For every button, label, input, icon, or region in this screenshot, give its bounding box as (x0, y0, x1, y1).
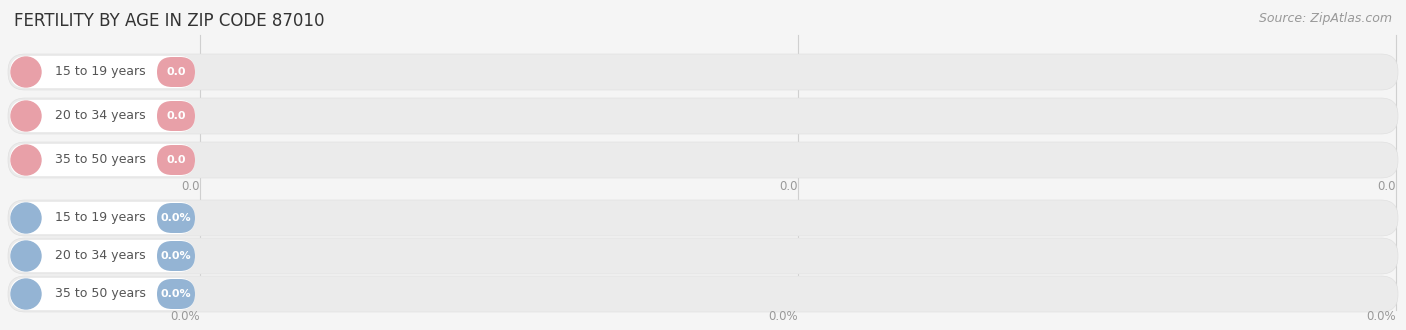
FancyBboxPatch shape (157, 101, 195, 131)
Text: Source: ZipAtlas.com: Source: ZipAtlas.com (1258, 12, 1392, 25)
Text: 0.0: 0.0 (181, 181, 200, 193)
Text: 0.0%: 0.0% (160, 251, 191, 261)
Text: 0.0: 0.0 (166, 67, 186, 77)
Text: FERTILITY BY AGE IN ZIP CODE 87010: FERTILITY BY AGE IN ZIP CODE 87010 (14, 12, 325, 30)
FancyBboxPatch shape (8, 98, 1398, 134)
FancyBboxPatch shape (8, 142, 1398, 178)
Circle shape (11, 57, 41, 87)
FancyBboxPatch shape (157, 145, 195, 175)
FancyBboxPatch shape (10, 278, 195, 310)
FancyBboxPatch shape (8, 54, 1398, 90)
FancyBboxPatch shape (8, 200, 1398, 236)
Circle shape (11, 101, 41, 131)
Text: 0.0: 0.0 (166, 155, 186, 165)
FancyBboxPatch shape (10, 202, 195, 234)
Circle shape (11, 203, 41, 233)
FancyBboxPatch shape (157, 241, 195, 271)
FancyBboxPatch shape (10, 56, 195, 88)
Circle shape (11, 241, 41, 271)
Text: 20 to 34 years: 20 to 34 years (55, 110, 146, 122)
Text: 0.0: 0.0 (779, 181, 799, 193)
Text: 35 to 50 years: 35 to 50 years (55, 153, 146, 167)
FancyBboxPatch shape (10, 100, 195, 132)
Text: 0.0%: 0.0% (1367, 311, 1396, 323)
Text: 15 to 19 years: 15 to 19 years (55, 65, 146, 79)
Text: 15 to 19 years: 15 to 19 years (55, 212, 146, 224)
Text: 0.0%: 0.0% (170, 311, 200, 323)
Circle shape (11, 145, 41, 175)
FancyBboxPatch shape (157, 203, 195, 233)
FancyBboxPatch shape (10, 240, 195, 272)
FancyBboxPatch shape (10, 144, 195, 176)
FancyBboxPatch shape (157, 57, 195, 87)
FancyBboxPatch shape (157, 279, 195, 309)
FancyBboxPatch shape (8, 276, 1398, 312)
Circle shape (11, 279, 41, 309)
Text: 0.0%: 0.0% (160, 213, 191, 223)
Text: 0.0%: 0.0% (768, 311, 799, 323)
FancyBboxPatch shape (8, 238, 1398, 274)
Text: 0.0: 0.0 (166, 111, 186, 121)
Text: 35 to 50 years: 35 to 50 years (55, 287, 146, 301)
Text: 0.0: 0.0 (1378, 181, 1396, 193)
Text: 20 to 34 years: 20 to 34 years (55, 249, 146, 262)
Text: 0.0%: 0.0% (160, 289, 191, 299)
